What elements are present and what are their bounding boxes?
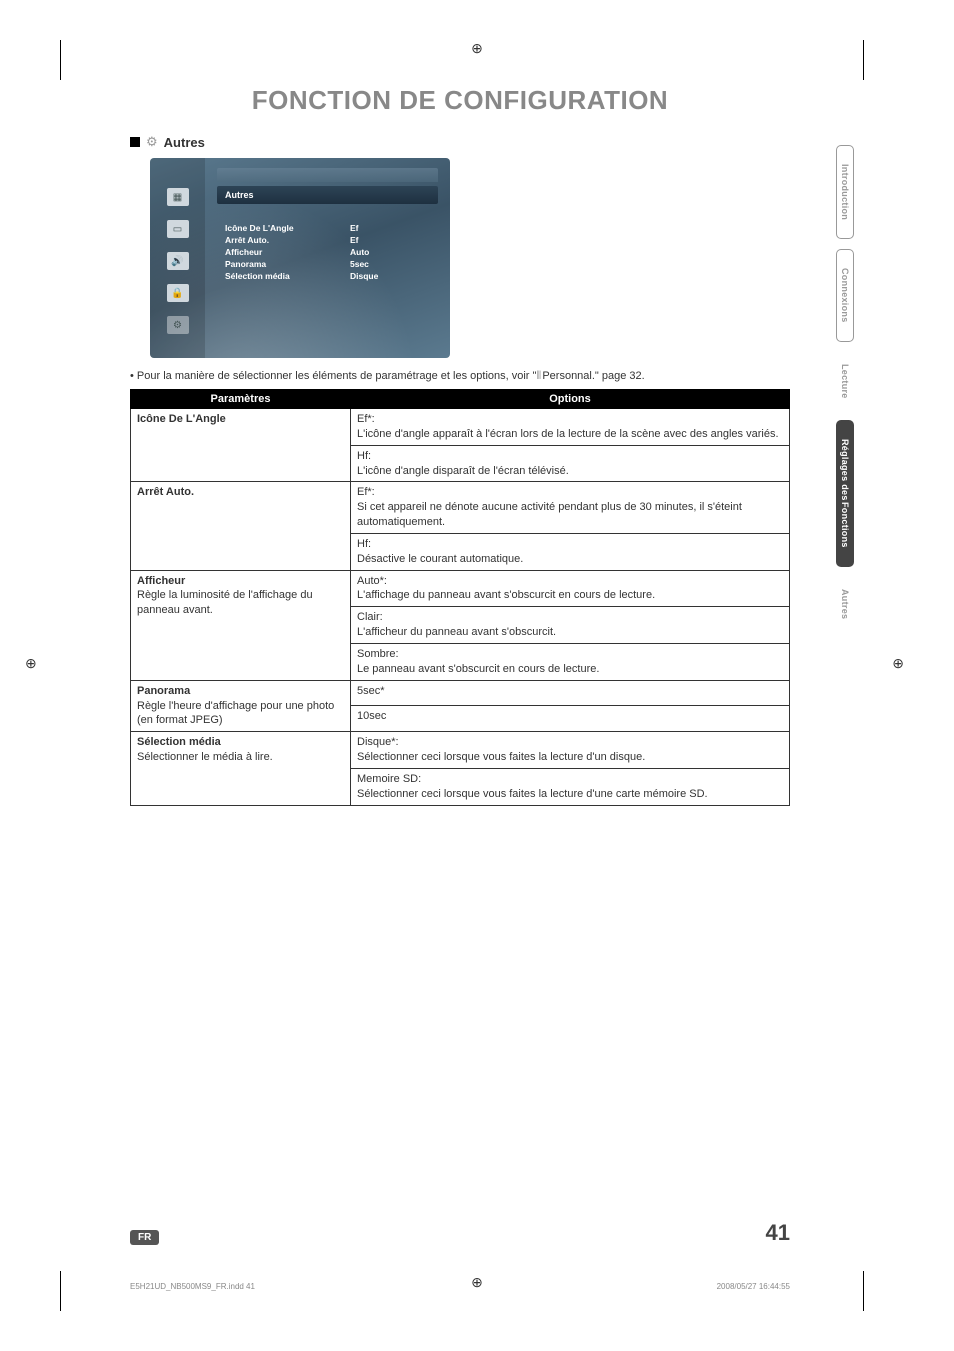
meta-timestamp: 2008/05/27 16:44:55 bbox=[717, 1282, 790, 1291]
tab-autres: Autres bbox=[836, 577, 854, 631]
option-cell: Clair:L'afficheur du panneau avant s'obs… bbox=[351, 607, 790, 644]
page-footer: FR 41 bbox=[130, 1220, 790, 1246]
page-content: FONCTION DE CONFIGURATION ⚙ Autres ▦ ▭ 🔊… bbox=[130, 85, 790, 806]
option-cell: Ef*:Si cet appareil ne dénote aucune act… bbox=[351, 482, 790, 534]
gear-icon: ⚙ bbox=[146, 134, 158, 150]
gear-icon: ⚙ bbox=[167, 316, 189, 334]
osd-row: AfficheurAuto bbox=[217, 246, 438, 258]
tv-icon: ▭ bbox=[167, 220, 189, 238]
table-row: Sélection médiaSélectionner le média à l… bbox=[131, 732, 790, 769]
param-cell: AfficheurRègle la luminosité de l'affich… bbox=[131, 570, 351, 680]
crop-mark bbox=[863, 1271, 864, 1311]
crop-mark bbox=[863, 40, 864, 80]
custom-icon: ▦ bbox=[167, 188, 189, 206]
option-cell: 5sec* bbox=[351, 680, 790, 706]
language-badge: FR bbox=[130, 1230, 159, 1245]
option-cell: Hf:L'icône d'angle disparaît de l'écran … bbox=[351, 445, 790, 482]
table-row: AfficheurRègle la luminosité de l'affich… bbox=[131, 570, 790, 607]
print-metadata: E5H21UD_NB500MS9_FR.indd 41 2008/05/27 1… bbox=[130, 1282, 790, 1291]
osd-row: Sélection médiaDisque bbox=[217, 270, 438, 282]
section-heading: ⚙ Autres bbox=[130, 134, 790, 150]
option-cell: Sombre:Le panneau avant s'obscurcit en c… bbox=[351, 643, 790, 680]
col-header-options: Options bbox=[351, 390, 790, 409]
osd-row: Arrêt Auto.Ef bbox=[217, 234, 438, 246]
page-title: FONCTION DE CONFIGURATION bbox=[130, 85, 790, 116]
osd-sidebar: ▦ ▭ 🔊 🔒 ⚙ bbox=[150, 158, 205, 358]
tab-reglages: Réglages desFonctions bbox=[836, 420, 854, 566]
meta-filename: E5H21UD_NB500MS9_FR.indd 41 bbox=[130, 1282, 255, 1291]
param-cell: Icône De L'Angle bbox=[131, 409, 351, 482]
option-cell: Disque*:Sélectionner ceci lorsque vous f… bbox=[351, 732, 790, 769]
note-text: • Pour la manière de sélectionner les él… bbox=[130, 370, 790, 383]
table-row: PanoramaRègle l'heure d'affichage pour u… bbox=[131, 680, 790, 706]
speaker-icon: 🔊 bbox=[167, 252, 189, 270]
table-row: Arrêt Auto.Ef*:Si cet appareil ne dénote… bbox=[131, 482, 790, 534]
option-cell: 10sec bbox=[351, 706, 790, 732]
slider-icon: ⦀ bbox=[536, 370, 539, 382]
crop-mark bbox=[60, 1271, 61, 1311]
option-cell: Ef*:L'icône d'angle apparaît à l'écran l… bbox=[351, 409, 790, 446]
side-nav-tabs: Introduction Connexions Lecture Réglages… bbox=[836, 145, 854, 631]
osd-row: Icône De L'AngleEf bbox=[217, 222, 438, 234]
crop-mark bbox=[60, 40, 61, 80]
param-cell: Arrêt Auto. bbox=[131, 482, 351, 570]
page-number: 41 bbox=[766, 1220, 790, 1246]
option-cell: Hf:Désactive le courant automatique. bbox=[351, 533, 790, 570]
osd-main: Autres Icône De L'AngleEf Arrêt Auto.Ef … bbox=[205, 158, 450, 358]
square-bullet-icon bbox=[130, 137, 140, 147]
osd-row: Panorama5sec bbox=[217, 258, 438, 270]
table-row: Icône De L'AngleEf*:L'icône d'angle appa… bbox=[131, 409, 790, 446]
tab-connexions: Connexions bbox=[836, 249, 854, 342]
osd-settings-list: Icône De L'AngleEf Arrêt Auto.Ef Affiche… bbox=[217, 222, 438, 282]
param-cell: Sélection médiaSélectionner le média à l… bbox=[131, 732, 351, 805]
registration-mark: ⊕ bbox=[471, 40, 483, 57]
option-cell: Auto*:L'affichage du panneau avant s'obs… bbox=[351, 570, 790, 607]
osd-title: Autres bbox=[217, 186, 438, 204]
osd-screenshot: ▦ ▭ 🔊 🔒 ⚙ Autres Icône De L'AngleEf Arrê… bbox=[150, 158, 450, 358]
section-label: Autres bbox=[164, 135, 205, 150]
param-cell: PanoramaRègle l'heure d'affichage pour u… bbox=[131, 680, 351, 732]
tab-lecture: Lecture bbox=[836, 352, 854, 411]
lock-icon: 🔒 bbox=[167, 284, 189, 302]
registration-mark: ⊕ bbox=[25, 655, 37, 672]
option-cell: Memoire SD:Sélectionner ceci lorsque vou… bbox=[351, 768, 790, 805]
col-header-param: Paramètres bbox=[131, 390, 351, 409]
parameters-table: Paramètres Options Icône De L'AngleEf*:L… bbox=[130, 389, 790, 806]
registration-mark: ⊕ bbox=[892, 655, 904, 672]
tab-introduction: Introduction bbox=[836, 145, 854, 239]
osd-tabs bbox=[217, 168, 438, 182]
